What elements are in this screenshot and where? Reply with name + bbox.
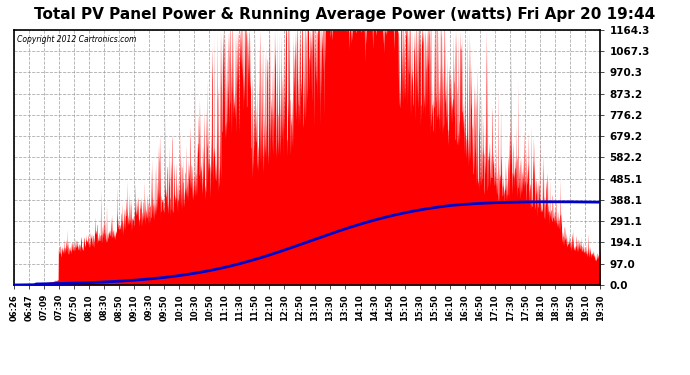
Text: Copyright 2012 Cartronics.com: Copyright 2012 Cartronics.com — [17, 35, 136, 44]
Text: Total PV Panel Power & Running Average Power (watts) Fri Apr 20 19:44: Total PV Panel Power & Running Average P… — [34, 8, 655, 22]
